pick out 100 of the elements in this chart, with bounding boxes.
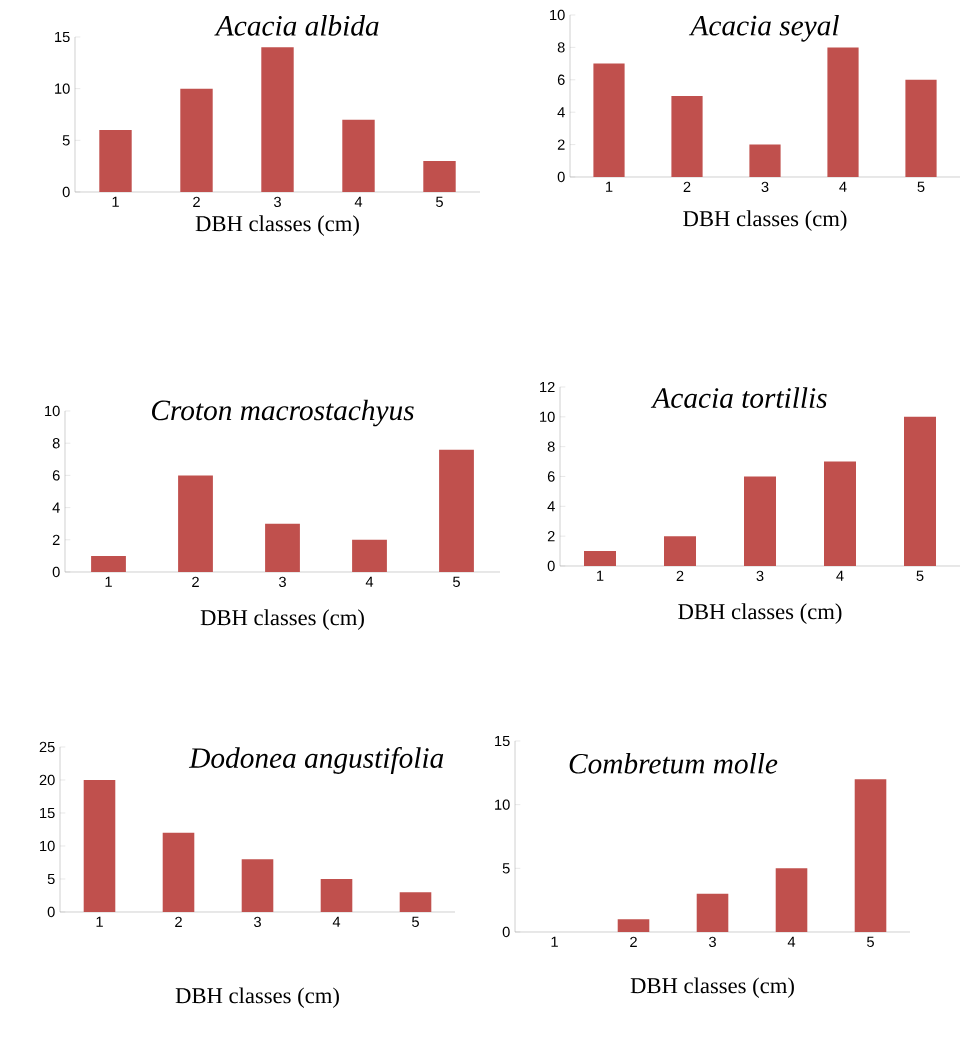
x-tick-label: 4	[354, 196, 363, 207]
bar	[744, 476, 777, 566]
y-tick-label: 6	[52, 470, 60, 481]
y-tick-label: 5	[47, 873, 55, 885]
x-tick-label: 5	[436, 196, 443, 207]
x-axis-title: DBH classes (cm)	[200, 609, 364, 630]
y-tick-label: 0	[52, 566, 60, 578]
y-tick-label: 25	[39, 741, 55, 753]
chart-title: Combretum molle	[569, 752, 778, 774]
y-tick-label: 8	[557, 42, 565, 53]
x-tick-label: 5	[412, 916, 419, 927]
x-axis-title: DBH classes (cm)	[683, 210, 847, 231]
bar	[671, 95, 703, 177]
bar	[162, 832, 195, 912]
y-tick-label: 10	[40, 840, 55, 852]
chart-title: Croton macrostachyus	[152, 399, 414, 427]
y-tick-label: 15	[55, 31, 70, 43]
x-tick-label: 3	[756, 570, 764, 582]
chart-title: Acacia seyal	[688, 14, 839, 42]
y-tick-label: 8	[547, 441, 555, 452]
y-tick-label: 4	[547, 501, 555, 512]
x-tick-label: 2	[683, 181, 691, 192]
bar	[854, 779, 887, 932]
y-tick-label: 2	[557, 139, 565, 150]
y-tick-label: 10	[55, 83, 70, 94]
bar	[91, 555, 126, 572]
bar	[824, 461, 856, 566]
x-tick-label: 4	[787, 936, 796, 947]
x-tick-label: 4	[365, 576, 374, 587]
x-tick-label: 1	[597, 570, 604, 581]
bar	[584, 551, 616, 566]
bar	[265, 523, 300, 572]
bar	[617, 919, 650, 932]
chart-title: Acacia albida	[214, 15, 379, 36]
y-tick-label: 10	[495, 799, 510, 810]
y-tick-label: 12	[540, 381, 555, 393]
bar	[905, 79, 937, 177]
x-tick-label: 2	[192, 576, 199, 587]
x-tick-label: 2	[193, 196, 200, 207]
y-tick-label: 15	[40, 807, 55, 819]
x-tick-label: 2	[630, 936, 637, 947]
x-tick-label: 3	[761, 181, 769, 193]
x-tick-label: 1	[105, 576, 112, 587]
bar	[775, 868, 808, 932]
bar	[423, 160, 456, 192]
x-tick-label: 2	[175, 916, 182, 927]
y-tick-label: 2	[547, 531, 555, 542]
chart-title: Acacia tortillis	[650, 387, 827, 408]
y-tick-label: 4	[52, 502, 60, 513]
x-tick-label: 3	[253, 916, 261, 928]
bar	[99, 129, 132, 192]
bar	[664, 536, 696, 566]
x-tick-label: 2	[676, 570, 684, 581]
x-tick-label: 5	[917, 181, 925, 192]
y-tick-label: 6	[557, 74, 565, 85]
x-tick-label: 1	[112, 196, 119, 207]
x-tick-label: 4	[332, 916, 341, 927]
x-axis-title: DBH classes (cm)	[630, 977, 794, 998]
bar	[593, 63, 625, 177]
bar	[178, 475, 213, 572]
bar	[320, 879, 353, 912]
y-tick-label: 10	[45, 405, 60, 417]
bar	[827, 47, 859, 177]
bar	[261, 47, 294, 192]
y-tick-label: 20	[39, 774, 55, 786]
bar	[83, 780, 116, 912]
y-tick-label: 8	[52, 438, 60, 449]
bar	[904, 416, 936, 566]
bar	[749, 144, 781, 177]
x-tick-label: 1	[551, 936, 558, 947]
y-tick-label: 6	[547, 471, 555, 482]
bar	[180, 88, 213, 192]
x-tick-label: 5	[867, 936, 874, 947]
x-axis-title: DBH classes (cm)	[678, 603, 842, 624]
x-axis-title: DBH classes (cm)	[175, 987, 339, 1008]
x-tick-label: 3	[278, 576, 286, 588]
bar	[352, 539, 387, 572]
bar	[241, 859, 274, 912]
y-tick-label: 0	[557, 171, 565, 183]
x-tick-label: 1	[606, 181, 613, 192]
x-tick-label: 5	[916, 570, 924, 581]
y-tick-label: 4	[557, 107, 565, 118]
bar	[439, 449, 474, 572]
x-tick-label: 3	[273, 196, 281, 208]
x-tick-label: 3	[708, 936, 716, 948]
x-tick-label: 4	[836, 570, 844, 581]
y-tick-label: 0	[47, 906, 55, 918]
y-tick-label: 5	[502, 863, 510, 874]
y-tick-label: 0	[62, 186, 70, 198]
bar	[399, 892, 432, 912]
y-tick-label: 5	[62, 135, 70, 146]
x-tick-label: 4	[839, 181, 847, 192]
x-axis-title: DBH classes (cm)	[195, 215, 359, 236]
y-tick-label: 0	[547, 560, 555, 572]
y-tick-label: 10	[540, 411, 555, 423]
bar	[342, 119, 375, 192]
y-tick-label: 2	[52, 534, 60, 545]
y-tick-label: 10	[550, 9, 565, 21]
bar	[696, 893, 729, 932]
y-tick-label: 0	[502, 926, 510, 938]
